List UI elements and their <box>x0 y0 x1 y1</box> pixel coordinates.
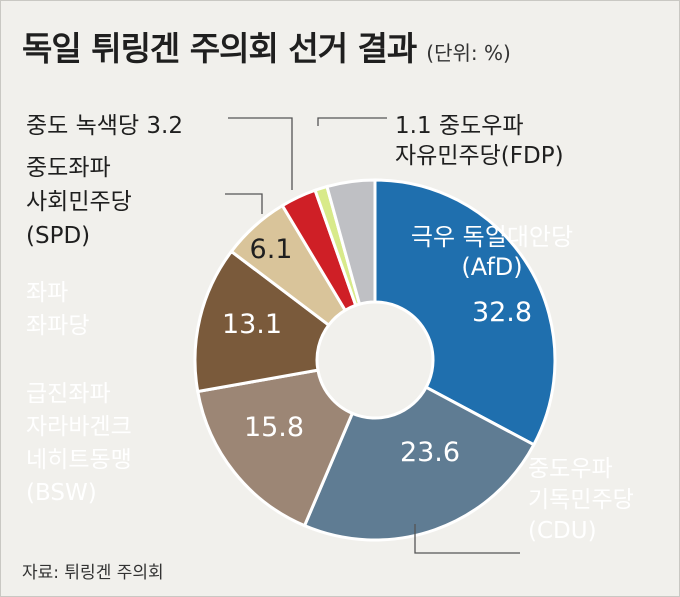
leader-line-spd <box>225 193 263 214</box>
value-label-afd: 32.8 <box>472 297 532 328</box>
category-label-left: 좌파 좌파당 <box>26 280 89 339</box>
value-label-bsw: 15.8 <box>244 412 304 443</box>
category-label-fdp: 1.1 중도우파 자유민주당(FDP) <box>395 113 564 169</box>
category-label-greens: 중도 녹색당 3.2 <box>26 113 183 139</box>
value-label-spd: 6.1 <box>250 234 293 265</box>
source-note: 자료: 튀링겐 주의회 <box>22 563 164 583</box>
category-label-afd: 극우 독일대안당 (AfD) <box>411 223 573 281</box>
chart-title: 독일 튀링겐 주의회 선거 결과 <box>22 29 417 68</box>
slice-bsw <box>196 368 355 528</box>
unit-label: (단위: %) <box>426 41 511 65</box>
leader-line-fdp <box>317 117 387 126</box>
category-label-spd: 중도좌파 사회민주당 (SPD) <box>26 155 132 249</box>
leader-line-cdu <box>414 524 520 554</box>
category-label-bsw: 급진좌파 자라바겐크 네히트동맹 (BSW) <box>26 381 132 506</box>
slice-others <box>325 178 377 306</box>
value-label-left: 13.1 <box>222 309 282 340</box>
title-row: 독일 튀링겐 주의회 선거 결과 (단위: %) <box>22 22 511 70</box>
slice-afd <box>373 178 557 447</box>
slice-left <box>193 249 331 394</box>
category-label-cdu: 중도우파 기독민주당 (CDU) <box>528 456 634 544</box>
leader-line-greens <box>228 117 293 190</box>
value-label-cdu: 23.6 <box>400 437 460 468</box>
slice-cdu <box>302 385 536 542</box>
